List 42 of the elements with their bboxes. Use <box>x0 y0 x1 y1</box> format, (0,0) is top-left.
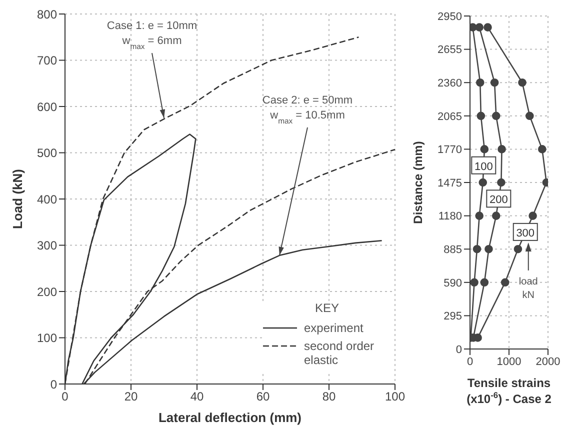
y-axis-title: Load (kN) <box>10 169 25 229</box>
y-tick-label: 2065 <box>438 110 462 123</box>
y-tick-label: 1770 <box>438 144 462 156</box>
y-axis-title: Distance (mm) <box>411 141 425 224</box>
x-tick-label: 1000 <box>496 356 522 368</box>
y-tick-label: 1475 <box>438 177 462 190</box>
y-tick-label: 500 <box>36 146 58 160</box>
y-tick-label: 400 <box>36 192 58 206</box>
annotation: load kN <box>518 276 538 301</box>
x-tick-label: 80 <box>322 390 336 404</box>
legend-label: second order elastic <box>304 339 376 367</box>
y-tick-label: 200 <box>36 284 58 299</box>
y-tick-label: 590 <box>444 277 462 290</box>
y-tick-label: 300 <box>36 238 58 253</box>
series-label: 100 <box>474 160 493 173</box>
x-axis-title: Tensile strains (x10$^{-6}$) - Case 2 <box>466 376 552 406</box>
y-tick-label: 0 <box>50 377 58 392</box>
y-tick-label: 0 <box>456 344 462 356</box>
y-tick-label: 2655 <box>438 44 462 56</box>
y-tick-label: 100 <box>36 331 58 346</box>
x-tick-label: 100 <box>384 390 406 404</box>
y-tick-label: 700 <box>36 54 58 68</box>
x-tick-label: 2000 <box>536 356 560 368</box>
x-tick-label: 0 <box>62 390 69 404</box>
x-tick-label: 20 <box>124 390 138 404</box>
annotation: Case 2: e = 50mm w$_{max}$ = 10.5mm <box>262 94 353 125</box>
x-tick-label: 60 <box>256 390 270 404</box>
x-axis-title: Lateral deflection (mm) <box>158 410 302 425</box>
legend-title: KEY <box>314 301 340 315</box>
x-tick-label: 0 <box>466 356 474 368</box>
y-tick-label: 600 <box>36 100 58 114</box>
annotation: Case 1: e = 10mm w$_{max}$ = 6mm <box>106 20 198 50</box>
y-tick-label: 295 <box>444 310 462 323</box>
y-tick-label: 885 <box>444 244 462 256</box>
y-tick-label: 2360 <box>438 78 462 90</box>
y-tick-label: 1180 <box>438 210 462 223</box>
legend-label: experiment <box>304 321 364 335</box>
y-tick-label: 2950 <box>438 10 462 23</box>
y-tick-label: 800 <box>36 7 58 22</box>
series-label: 200 <box>489 194 508 206</box>
series-label: 300 <box>516 227 535 240</box>
x-tick-label: 40 <box>190 390 204 404</box>
